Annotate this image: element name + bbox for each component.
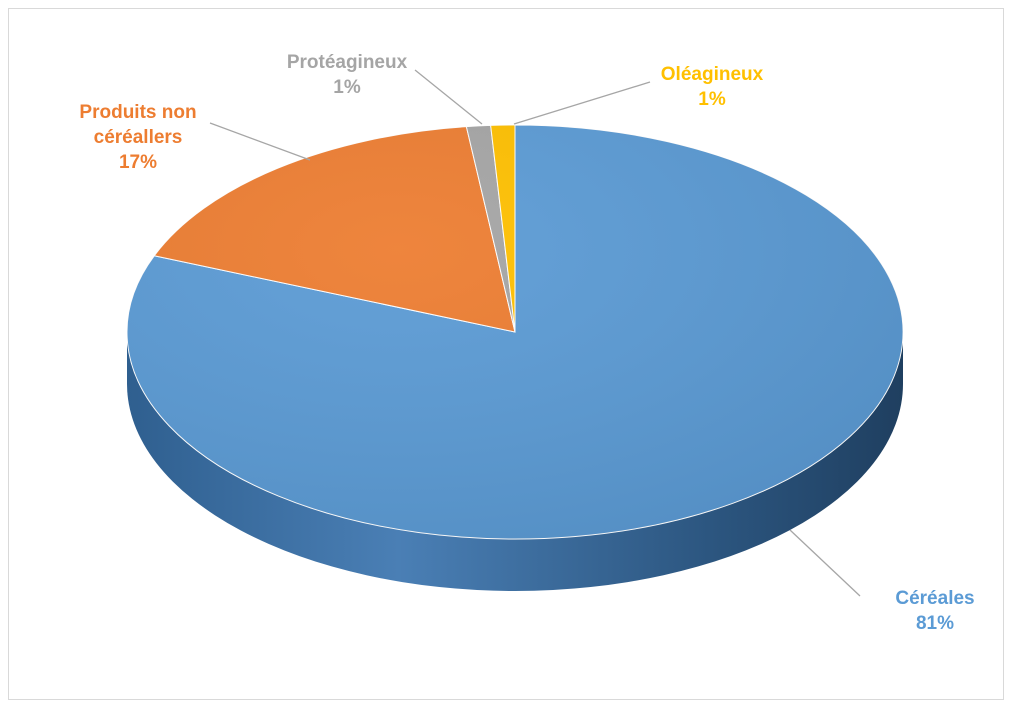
leader-line-produits-non-c-r-allers — [209, 122, 311, 161]
leader-line-c-r-ales — [789, 529, 861, 597]
data-label-name-ol-agineux: Oléagineux — [661, 64, 764, 85]
data-label-pct-produits-non-c-r-allers: 17% — [119, 152, 157, 173]
data-label-name-prot-agineux: Protéagineux — [287, 52, 408, 73]
data-label-pct-c-r-ales: 81% — [916, 613, 954, 634]
data-label-pct-prot-agineux: 1% — [333, 77, 361, 98]
data-label-name-produits-non-c-r-allers: Produits non — [79, 102, 196, 123]
data-label-name-produits-non-c-r-allers: céréallers — [94, 127, 183, 148]
leader-line-prot-agineux — [414, 69, 483, 125]
leader-line-ol-agineux — [513, 81, 651, 125]
data-label-pct-ol-agineux: 1% — [698, 89, 726, 110]
data-label-name-c-r-ales: Céréales — [895, 588, 974, 609]
